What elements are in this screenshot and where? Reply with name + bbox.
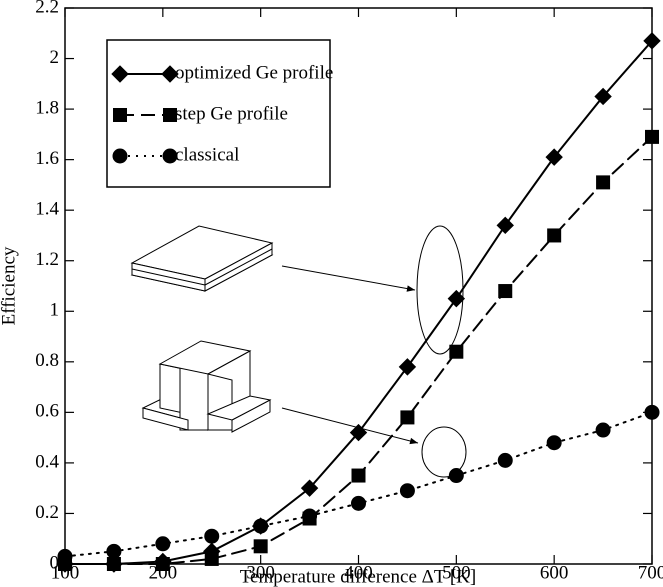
diamond-marker: [496, 216, 514, 235]
diamond-marker: [300, 479, 319, 497]
y-axis-label: Efficiency: [0, 246, 19, 325]
diamond-marker: [398, 358, 417, 376]
x-tick-label: 400: [344, 562, 373, 583]
y-tick-label: 2: [50, 47, 60, 68]
y-tick-label: 0.2: [35, 502, 59, 523]
legend-marker: [113, 108, 127, 122]
legend-marker: [162, 148, 178, 164]
legend: [106, 39, 331, 188]
x-tick-label: 200: [149, 562, 178, 583]
x-tick-label: 300: [246, 562, 275, 583]
square-marker: [155, 557, 170, 571]
y-tick-label: 2.2: [35, 0, 59, 17]
x-tick-label: 600: [540, 562, 569, 583]
highlight-ellipse: [421, 426, 467, 478]
square-marker: [547, 228, 562, 243]
circle-marker: [155, 536, 171, 552]
circle-marker: [644, 404, 660, 420]
inset-classical: [141, 340, 272, 433]
arrow: [281, 265, 416, 292]
highlight-ellipse: [416, 225, 464, 355]
diamond-marker: [594, 87, 612, 106]
legend-label: optimized Ge profile: [175, 62, 333, 83]
y-tick-label: 0: [50, 552, 60, 573]
diamond-marker: [545, 148, 563, 166]
y-tick-label: 1.6: [35, 148, 59, 169]
circle-marker: [204, 528, 220, 544]
square-marker: [106, 557, 121, 571]
legend-marker: [163, 108, 177, 122]
square-marker: [645, 129, 659, 144]
diamond-marker: [643, 32, 661, 50]
square-marker: [253, 539, 268, 554]
square-marker: [400, 410, 415, 425]
legend-marker: [111, 65, 129, 83]
circle-marker: [57, 548, 73, 564]
legend-marker: [161, 65, 179, 83]
x-tick-label: 100: [51, 562, 80, 583]
circle-marker: [497, 452, 513, 468]
square-marker: [498, 284, 513, 299]
inset-layered: [130, 225, 274, 292]
circle-marker: [399, 483, 415, 499]
legend-label: classical: [175, 144, 239, 165]
legend-label: step Ge profile: [175, 103, 288, 124]
square-marker: [204, 551, 219, 566]
y-tick-label: 1: [50, 300, 60, 321]
circle-marker: [253, 518, 269, 534]
legend-marker: [112, 148, 128, 164]
x-axis-label: Temperature difference ΔT [K]: [240, 566, 476, 587]
y-tick-label: 1.4: [35, 199, 59, 220]
circle-marker: [351, 495, 366, 511]
diamond-marker: [349, 423, 368, 442]
circle-marker: [546, 435, 562, 451]
circle-marker: [106, 543, 122, 559]
square-marker: [596, 175, 611, 190]
y-tick-label: 1.8: [35, 97, 59, 118]
circle-marker: [595, 422, 611, 438]
y-tick-label: 0.8: [35, 350, 59, 371]
y-tick-label: 0.4: [35, 451, 59, 472]
arrow: [281, 407, 419, 445]
diamond-marker: [447, 289, 466, 308]
y-tick-label: 1.2: [35, 249, 59, 270]
x-tick-label: 700: [638, 562, 663, 583]
square-marker: [351, 468, 366, 483]
square-marker: [449, 344, 464, 359]
y-tick-label: 0.6: [35, 401, 59, 422]
x-tick-label: 500: [442, 562, 471, 583]
circle-marker: [302, 508, 318, 524]
circle-marker: [448, 468, 464, 484]
